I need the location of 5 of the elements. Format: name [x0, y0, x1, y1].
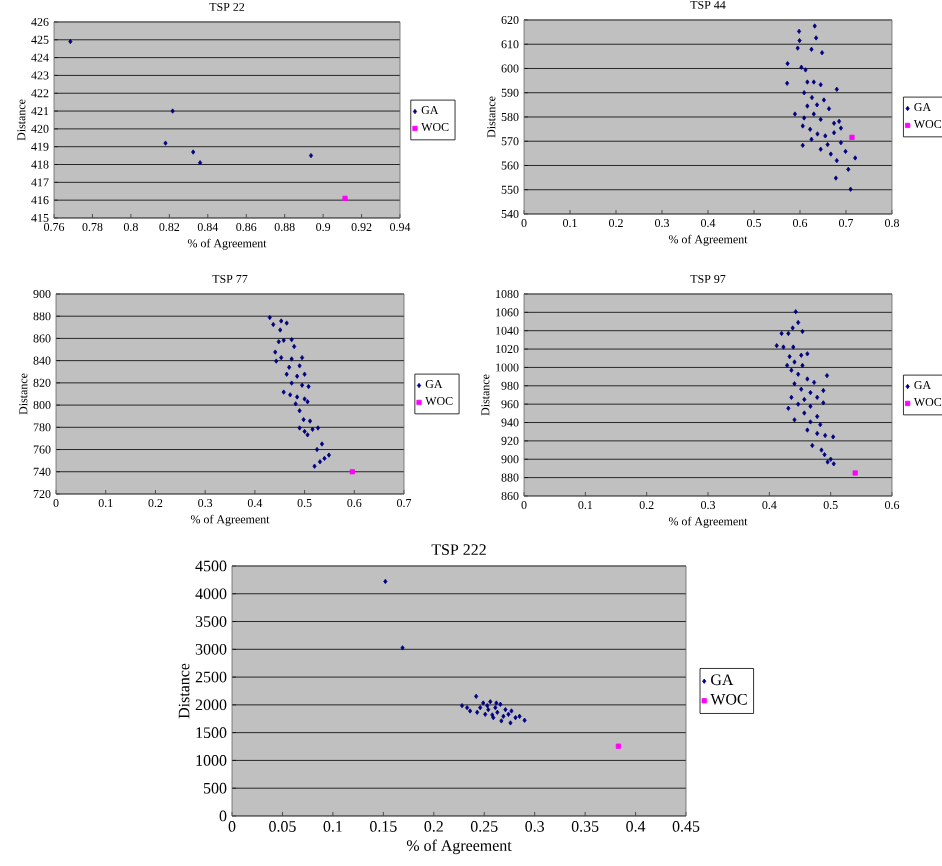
point [615, 743, 622, 749]
point [349, 469, 355, 475]
point [849, 134, 855, 140]
point [342, 195, 348, 201]
point [852, 470, 858, 476]
